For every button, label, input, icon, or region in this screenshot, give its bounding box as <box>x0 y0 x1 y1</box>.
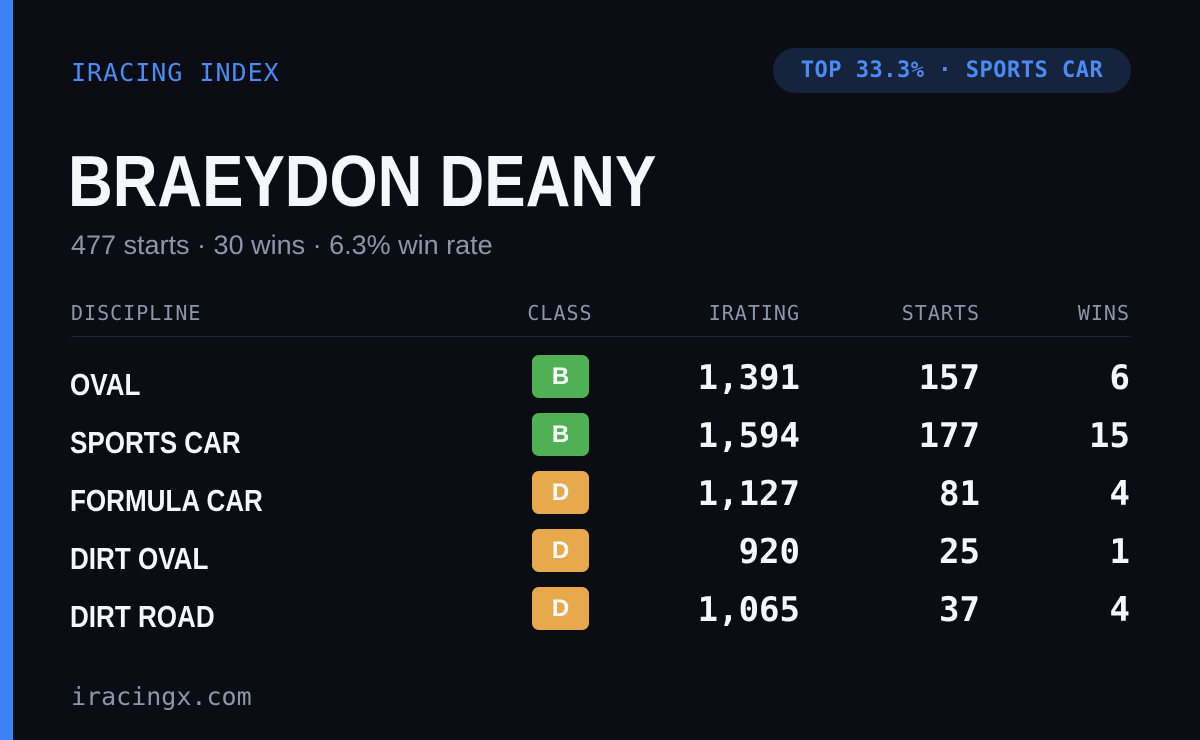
wins-value: 4 <box>1109 590 1130 630</box>
irating-value: 1,391 <box>697 358 800 398</box>
irating-value: 1,065 <box>697 590 800 630</box>
header-wins: WINS <box>1077 301 1130 325</box>
table-row: FORMULA CAR D 1,127 81 4 <box>0 471 1200 529</box>
irating-value: 1,594 <box>697 416 800 456</box>
footer-domain: iracingx.com <box>71 682 252 711</box>
table-row: DIRT OVAL D 920 25 1 <box>0 529 1200 587</box>
starts-value: 157 <box>918 358 980 398</box>
class-badge: D <box>532 587 589 630</box>
class-badge: B <box>532 355 589 398</box>
class-badge: D <box>532 529 589 572</box>
starts-value: 37 <box>939 590 980 630</box>
starts-value: 177 <box>918 416 980 456</box>
class-badge: D <box>532 471 589 514</box>
header-divider <box>71 336 1131 337</box>
discipline-name: SPORTS CAR <box>70 425 241 460</box>
wins-value: 15 <box>1089 416 1130 456</box>
discipline-name: OVAL <box>70 367 141 402</box>
class-badge: B <box>532 413 589 456</box>
accent-bar <box>0 0 13 740</box>
brand-label: IRACING INDEX <box>71 58 280 87</box>
irating-value: 920 <box>738 532 800 572</box>
irating-value: 1,127 <box>697 474 800 514</box>
table-row: DIRT ROAD D 1,065 37 4 <box>0 587 1200 645</box>
driver-summary: 477 starts · 30 wins · 6.3% win rate <box>71 230 493 260</box>
table-row: OVAL B 1,391 157 6 <box>0 355 1200 413</box>
header-discipline: DISCIPLINE <box>71 301 202 325</box>
driver-name: BRAEYDON DEANY <box>68 142 657 222</box>
rank-pill: TOP 33.3% · SPORTS CAR <box>773 48 1131 93</box>
header-irating: IRATING <box>708 301 800 325</box>
starts-value: 25 <box>939 532 980 572</box>
header-class: CLASS <box>527 301 593 325</box>
discipline-name: DIRT ROAD <box>70 599 215 634</box>
header-starts: STARTS <box>901 301 980 325</box>
wins-value: 4 <box>1109 474 1130 514</box>
starts-value: 81 <box>939 474 980 514</box>
discipline-name: DIRT OVAL <box>70 541 209 576</box>
table-row: SPORTS CAR B 1,594 177 15 <box>0 413 1200 471</box>
wins-value: 1 <box>1109 532 1130 572</box>
wins-value: 6 <box>1109 358 1130 398</box>
discipline-name: FORMULA CAR <box>70 483 263 518</box>
